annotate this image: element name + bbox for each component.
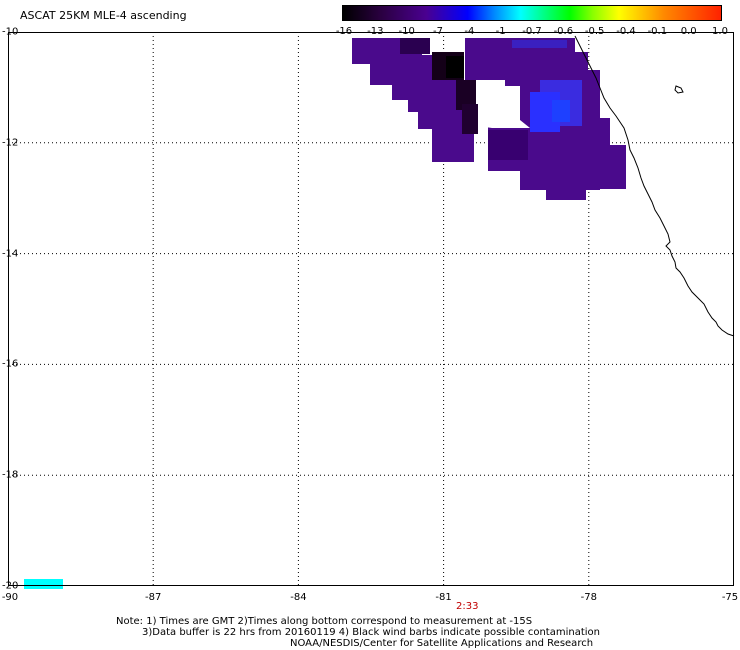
coastline xyxy=(574,35,735,337)
swath-gap xyxy=(478,88,530,128)
lon-label: -84 xyxy=(290,592,307,603)
note-line-1: Note: 1) Times are GMT 2)Times along bot… xyxy=(116,616,533,627)
colorbar-tick-label: -0.5 xyxy=(584,26,605,37)
map-title: ASCAT 25KM MLE-4 ascending xyxy=(20,9,187,22)
lon-label: -78 xyxy=(580,592,597,603)
swath-cell xyxy=(590,145,626,189)
colorbar-tick-label: -7 xyxy=(433,26,443,37)
swath-cell-dark xyxy=(446,56,464,78)
colorbar-tick-label: -0.1 xyxy=(647,26,668,37)
lat-label: -18 xyxy=(2,469,19,481)
lon-label: -87 xyxy=(145,592,162,603)
lat-label: -16 xyxy=(2,358,19,370)
lon-label: -75 xyxy=(721,592,739,603)
island xyxy=(674,85,684,94)
swath-cell-blue xyxy=(512,40,567,48)
lon-label: -90 xyxy=(1,592,19,603)
swath-cell-dark xyxy=(456,80,476,110)
swath-cell-dark xyxy=(400,38,430,54)
swath-cell-dark xyxy=(462,104,478,134)
lat-label: -10 xyxy=(2,26,19,38)
colorbar-tick-label: -13 xyxy=(367,26,384,37)
lat-label: -14 xyxy=(2,248,19,260)
time-label: 2:33 xyxy=(456,601,479,612)
scatterometer-swath xyxy=(352,38,626,200)
colorbar-tick-label: -4 xyxy=(464,26,475,37)
plot-frame xyxy=(8,32,734,586)
swath-cell xyxy=(546,145,586,200)
legend-swatch xyxy=(24,579,63,589)
colorbar-tick-label: 1.0 xyxy=(712,26,728,37)
lat-label: -20 xyxy=(2,580,19,592)
swath-cell-blue xyxy=(552,100,570,122)
colorbar-tick-label: -0.4 xyxy=(616,26,636,37)
note-line-3: NOAA/NESDIS/Center for Satellite Applica… xyxy=(290,638,594,649)
note-line-2: 3)Data buffer is 22 hrs from 20160119 4)… xyxy=(142,627,600,638)
colorbar-tick-label: -16 xyxy=(335,26,353,37)
swath-cell-dark xyxy=(488,130,528,160)
colorbar-tick-label: -0.7 xyxy=(522,26,542,37)
colorbar-tick-label: -10 xyxy=(398,26,415,37)
lat-label: -12 xyxy=(2,137,19,149)
colorbar-tick-label: 0.0 xyxy=(680,26,697,37)
colorbar xyxy=(342,5,722,21)
colorbar-tick-label: -1 xyxy=(495,26,506,37)
lon-label: -81 xyxy=(435,592,452,603)
colorbar-tick-label: -0.6 xyxy=(553,26,574,37)
